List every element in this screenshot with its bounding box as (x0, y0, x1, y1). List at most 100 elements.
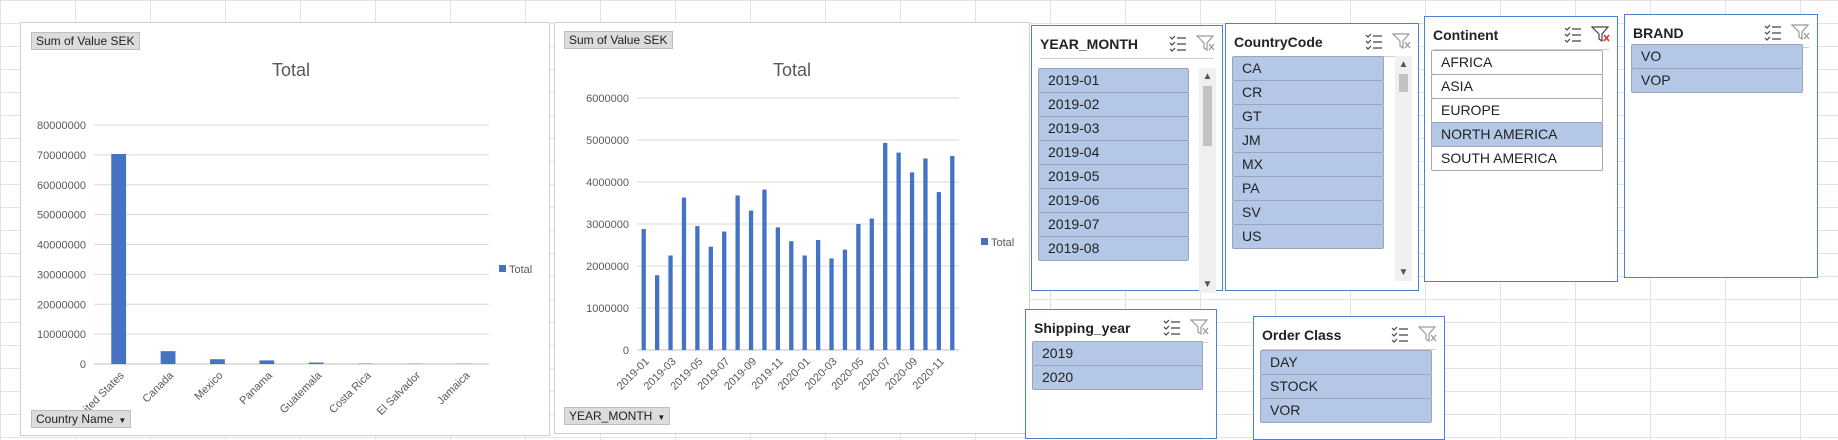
slicer-item-north-america[interactable]: NORTH AMERICA (1431, 122, 1603, 147)
bar-2019-06 (709, 247, 713, 350)
y-tick-label: 20000000 (37, 299, 86, 311)
scroll-thumb[interactable] (1399, 74, 1408, 92)
bar-2019-01 (642, 229, 646, 350)
year-month-field-button[interactable]: YEAR_MONTH▼ (564, 407, 670, 425)
slicer-item-vor[interactable]: VOR (1260, 398, 1432, 423)
slicer-item-day[interactable]: DAY (1260, 350, 1432, 375)
bar-2019-08 (735, 195, 739, 350)
country-name-field-button[interactable]: Country Name▼ (31, 410, 131, 428)
clear-filter-icon[interactable] (1591, 25, 1611, 43)
scroll-down-icon[interactable]: ▼ (1199, 276, 1216, 293)
year-month-bar-chart: Total01000000200000030000004000000500000… (555, 23, 1029, 433)
bar-2019-05 (695, 226, 699, 350)
slicer-item-us[interactable]: US (1232, 224, 1384, 249)
bar-2020-05 (856, 224, 860, 350)
country-bar-chart: Total01000000020000000300000004000000050… (21, 23, 549, 435)
scroll-up-icon[interactable]: ▲ (1395, 56, 1412, 73)
bar-canada (161, 351, 176, 364)
chevron-down-icon: ▼ (118, 416, 126, 425)
multi-select-icon[interactable] (1364, 32, 1384, 50)
slicer-header: YEAR_MONTH (1040, 30, 1214, 59)
slicer-header: Order Class (1262, 321, 1436, 350)
slicer-item-2019-03[interactable]: 2019-03 (1038, 116, 1189, 141)
bar-2019-04 (682, 198, 686, 350)
multi-select-icon[interactable] (1390, 325, 1410, 343)
slicer-item-mx[interactable]: MX (1232, 152, 1384, 177)
x-tick-label: Panama (237, 369, 275, 407)
slicer-item-pa[interactable]: PA (1232, 176, 1384, 201)
chart-title: Total (272, 60, 310, 80)
slicer-item-vo[interactable]: VO (1631, 44, 1803, 69)
bar-mexico (210, 359, 225, 364)
bar-2020-10 (923, 158, 927, 350)
slicer-header: Shipping_year (1034, 314, 1208, 343)
scroll-up-icon[interactable]: ▲ (1199, 68, 1216, 85)
clear-filter-icon[interactable] (1190, 318, 1210, 336)
y-tick-label: 40000000 (37, 240, 86, 252)
bar-panama (259, 360, 274, 364)
slicer-item-2019-05[interactable]: 2019-05 (1038, 164, 1189, 189)
multi-select-icon[interactable] (1162, 318, 1182, 336)
slicer-item-2019-02[interactable]: 2019-02 (1038, 92, 1189, 117)
slicer-item-2019-04[interactable]: 2019-04 (1038, 140, 1189, 165)
slicer-item-2019-06[interactable]: 2019-06 (1038, 188, 1189, 213)
multi-select-icon[interactable] (1168, 34, 1188, 52)
slicer-item-vop[interactable]: VOP (1631, 68, 1803, 93)
slicer-item-cr[interactable]: CR (1232, 80, 1384, 105)
bar-2019-02 (655, 275, 659, 350)
scroll-thumb[interactable] (1203, 86, 1212, 146)
year-month-field-label: YEAR_MONTH (569, 409, 652, 423)
slicer-item-ca[interactable]: CA (1232, 56, 1384, 81)
y-tick-label: 30000000 (37, 269, 86, 281)
slicer-item-africa[interactable]: AFRICA (1431, 50, 1603, 75)
slicer-item-2019-08[interactable]: 2019-08 (1038, 236, 1189, 261)
clear-filter-icon[interactable] (1418, 325, 1438, 343)
slicer-title: Order Class (1262, 327, 1341, 343)
slicer-item-stock[interactable]: STOCK (1260, 374, 1432, 399)
clear-filter-icon[interactable] (1791, 23, 1811, 41)
bar-united-states (111, 154, 126, 364)
slicer-item-sv[interactable]: SV (1232, 200, 1384, 225)
multi-select-icon[interactable] (1763, 23, 1783, 41)
legend-label: Total (991, 237, 1014, 249)
multi-select-icon[interactable] (1563, 25, 1583, 43)
slicer-item-asia[interactable]: ASIA (1431, 74, 1603, 99)
y-tick-label: 0 (80, 359, 86, 371)
slicer-item-south-america[interactable]: SOUTH AMERICA (1431, 146, 1603, 171)
y-tick-label: 5000000 (586, 135, 629, 147)
x-tick-label: Mexico (192, 370, 225, 403)
slicer-title: YEAR_MONTH (1040, 36, 1138, 52)
slicer-item-gt[interactable]: GT (1232, 104, 1384, 129)
slicer-scrollbar[interactable]: ▲▼ (1199, 68, 1216, 293)
y-tick-label: 0 (623, 345, 629, 357)
clear-filter-icon[interactable] (1392, 32, 1412, 50)
x-tick-label: Jamaica (435, 369, 473, 407)
slicer-item-jm[interactable]: JM (1232, 128, 1384, 153)
y-tick-label: 3000000 (586, 219, 629, 231)
bar-guatemala (309, 363, 324, 364)
slicer-header: CountryCode (1234, 28, 1410, 57)
x-tick-label: Guatemala (278, 369, 325, 416)
bar-2019-12 (789, 241, 793, 350)
slicer-item-2019[interactable]: 2019 (1032, 341, 1203, 366)
slicer-item-2019-01[interactable]: 2019-01 (1038, 68, 1189, 93)
y-tick-label: 4000000 (586, 177, 629, 189)
scroll-down-icon[interactable]: ▼ (1395, 264, 1412, 281)
slicer-item-2020[interactable]: 2020 (1032, 365, 1203, 390)
bar-2020-07 (883, 143, 887, 350)
chart-title: Total (773, 60, 811, 80)
y-tick-label: 50000000 (37, 210, 86, 222)
slicer-item-2019-07[interactable]: 2019-07 (1038, 212, 1189, 237)
bar-2020-02 (816, 240, 820, 350)
slicer-item-europe[interactable]: EUROPE (1431, 98, 1603, 123)
clear-filter-icon[interactable] (1196, 34, 1216, 52)
slicer-scrollbar[interactable]: ▲▼ (1395, 56, 1412, 281)
